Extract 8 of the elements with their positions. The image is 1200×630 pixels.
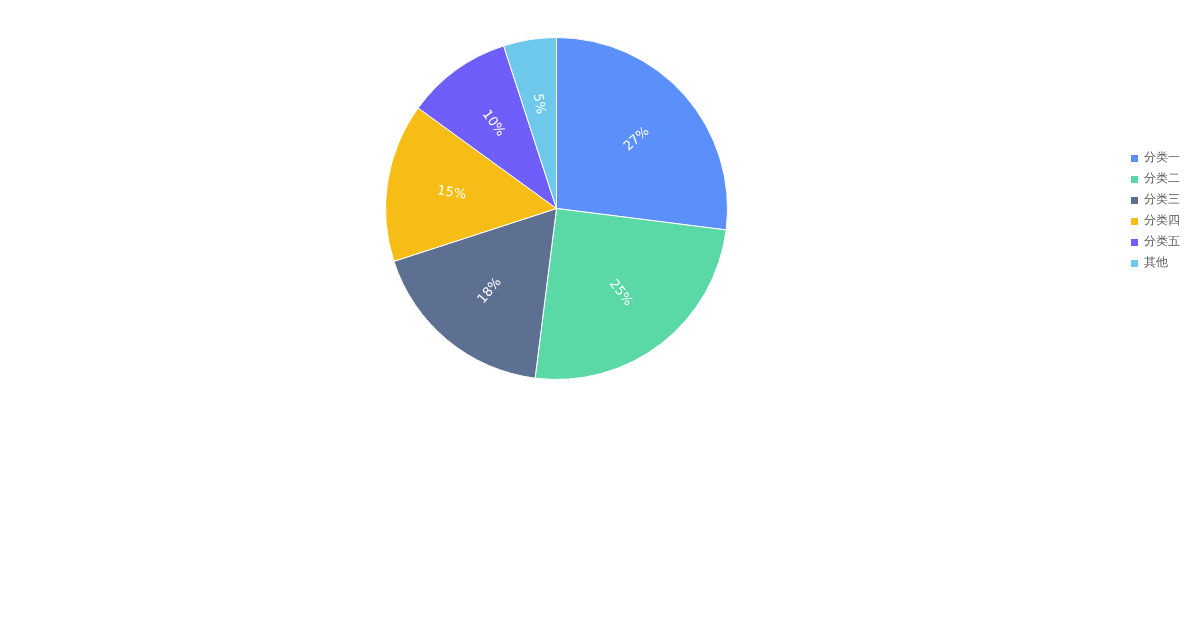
legend-label: 分类一 xyxy=(1144,149,1180,166)
legend-label: 分类四 xyxy=(1144,212,1180,229)
legend-label: 分类五 xyxy=(1144,233,1180,250)
legend-label: 其他 xyxy=(1144,254,1168,271)
legend-label: 分类二 xyxy=(1144,170,1180,187)
data-label: 5% xyxy=(530,92,549,116)
legend-label: 分类三 xyxy=(1144,191,1180,208)
data-label: 15% xyxy=(436,182,468,202)
